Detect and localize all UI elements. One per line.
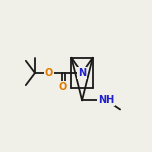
Text: N: N (78, 68, 86, 78)
Text: NH: NH (98, 95, 114, 105)
Text: O: O (45, 68, 53, 78)
Text: O: O (58, 82, 66, 92)
